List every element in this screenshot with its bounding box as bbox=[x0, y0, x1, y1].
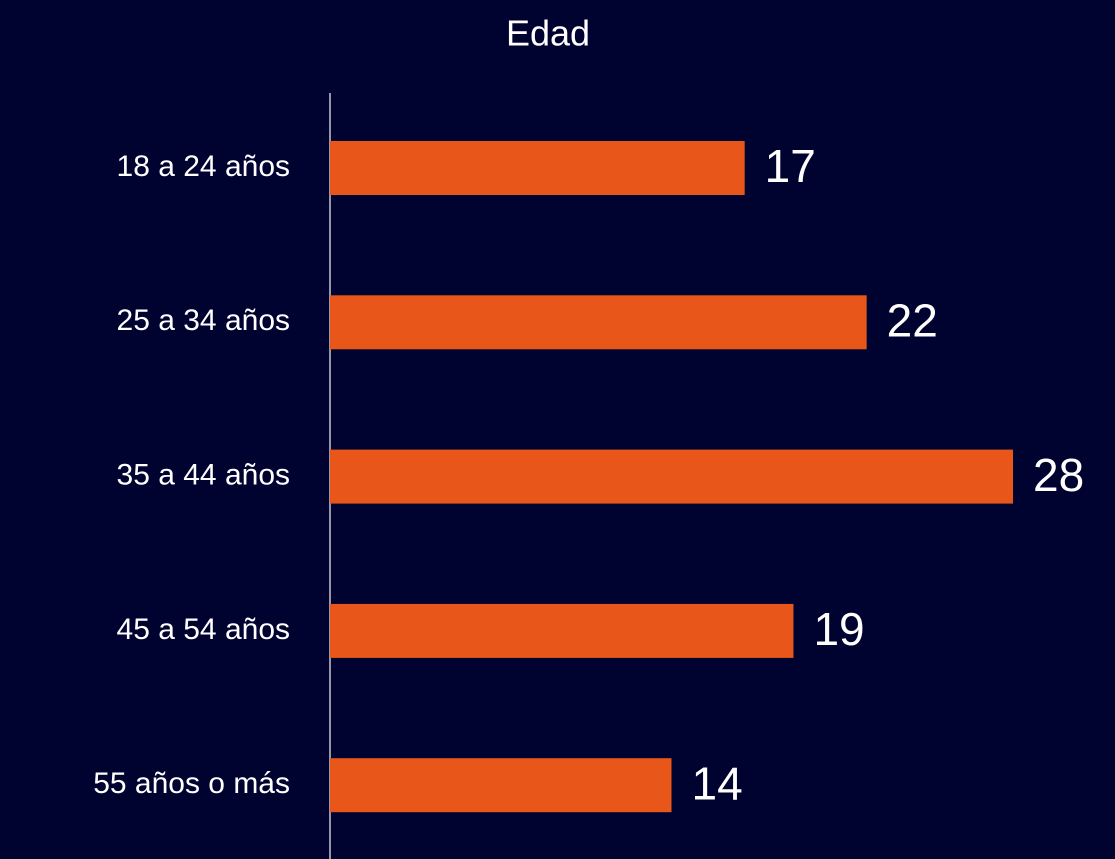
bar bbox=[330, 758, 672, 813]
data-label: 22 bbox=[887, 294, 938, 346]
data-label: 17 bbox=[765, 140, 816, 192]
chart-title: Edad bbox=[506, 13, 590, 54]
bar bbox=[330, 449, 1013, 504]
bar bbox=[330, 603, 794, 658]
data-label: 28 bbox=[1033, 449, 1084, 501]
y-tick-label: 55 años o más bbox=[93, 767, 290, 800]
data-label: 19 bbox=[813, 603, 864, 655]
y-tick-label: 18 a 24 años bbox=[117, 150, 290, 183]
y-tick-label: 45 a 54 años bbox=[117, 613, 290, 646]
data-label: 14 bbox=[692, 757, 743, 809]
y-tick-label: 35 a 44 años bbox=[117, 459, 290, 492]
bar bbox=[330, 295, 867, 350]
bar bbox=[330, 141, 745, 195]
y-tick-label: 25 a 34 años bbox=[117, 304, 290, 337]
